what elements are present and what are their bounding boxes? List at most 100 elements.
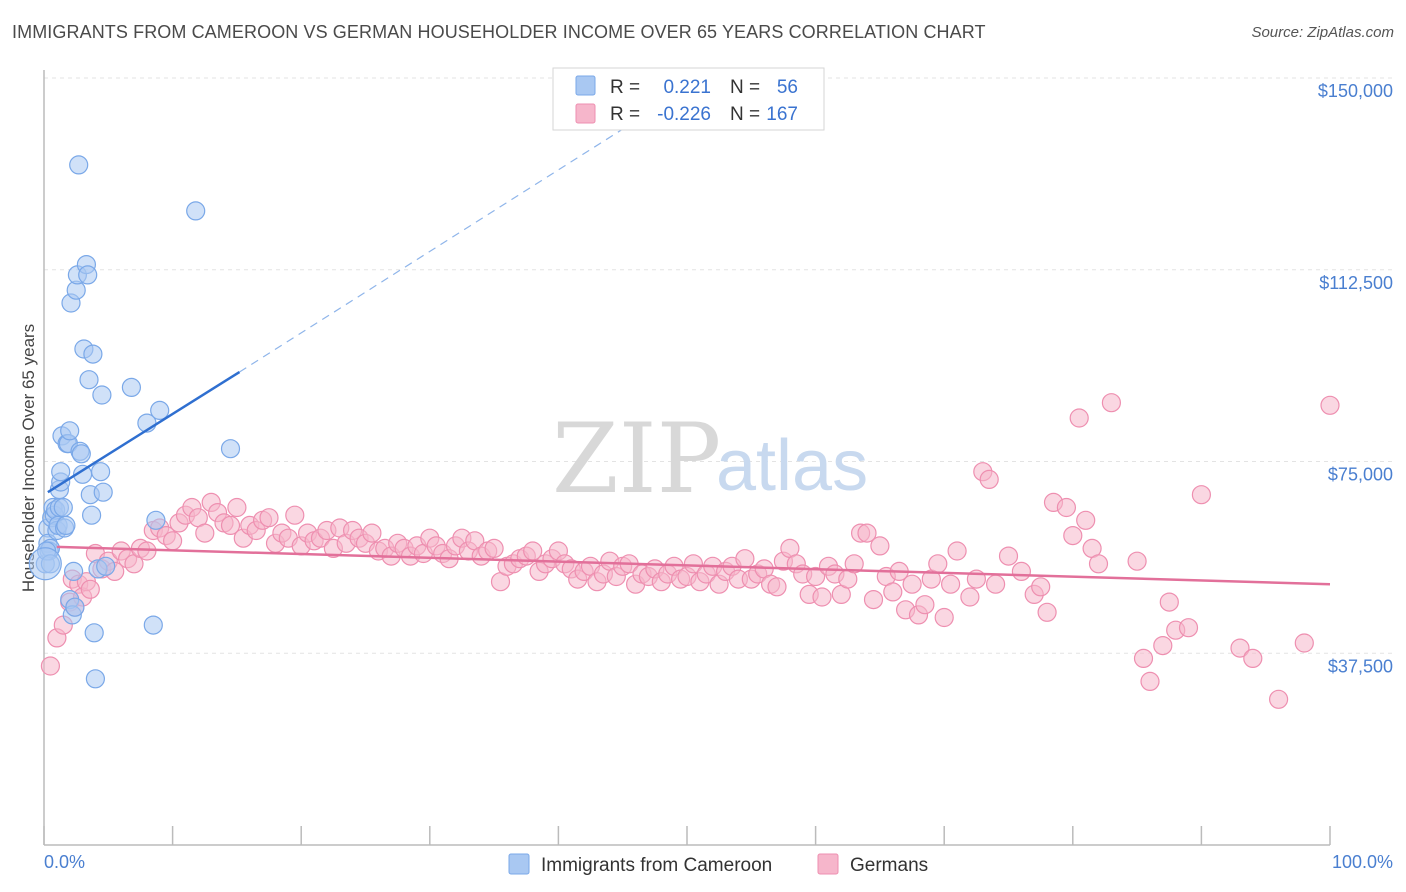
cameroon-point bbox=[69, 155, 89, 175]
germans-point bbox=[870, 536, 890, 556]
legend-swatch-germans bbox=[575, 103, 596, 124]
germans-point bbox=[137, 541, 157, 561]
legend-r-label-1: R = bbox=[610, 77, 640, 98]
watermark-zip: ZIP bbox=[552, 403, 721, 515]
cameroon-point bbox=[90, 462, 111, 482]
cameroon-point bbox=[28, 547, 62, 581]
cameroon-point bbox=[96, 556, 116, 576]
germans-point bbox=[362, 523, 382, 543]
germans-point bbox=[979, 469, 999, 489]
germans-point bbox=[947, 541, 967, 561]
y-tick-label: $112,500 bbox=[1319, 273, 1393, 293]
germans-point bbox=[1127, 551, 1147, 571]
germans-point bbox=[928, 554, 948, 574]
cameroon-point bbox=[79, 370, 99, 390]
legend-r-value-1: 0.221 bbox=[663, 77, 711, 98]
cameroon-trend-extension bbox=[239, 128, 624, 373]
germans-point bbox=[1268, 689, 1289, 709]
germans-point bbox=[1178, 618, 1199, 638]
trend-lines bbox=[47, 128, 1331, 586]
bottom-legend-label-cameroon: Immigrants from Cameroon bbox=[541, 855, 772, 876]
germans-point bbox=[857, 523, 877, 543]
germans-point bbox=[163, 531, 183, 551]
cameroon-point bbox=[150, 400, 170, 420]
cameroon-point bbox=[63, 561, 84, 582]
germans-point bbox=[960, 587, 980, 607]
germans-point bbox=[40, 656, 61, 676]
germans-point bbox=[220, 515, 241, 536]
germans-point bbox=[1101, 393, 1122, 413]
germans-point bbox=[1011, 561, 1032, 582]
germans-point bbox=[1088, 554, 1109, 574]
legend-n-value-2: 167 bbox=[766, 104, 798, 125]
cameroon-point bbox=[93, 482, 113, 502]
y-tick-label: $37,500 bbox=[1328, 656, 1393, 676]
bottom-legend-swatch-cameroon bbox=[508, 853, 530, 875]
cameroon-point bbox=[78, 265, 98, 285]
cameroon-trend-line bbox=[47, 370, 241, 494]
germans-trend-line bbox=[56, 545, 1331, 586]
x-tick-label-min: 0.0% bbox=[44, 852, 85, 872]
germans-point bbox=[1191, 485, 1212, 505]
germans-point bbox=[484, 538, 504, 559]
legend-n-label-2: N = bbox=[730, 104, 760, 125]
chart-source: Source: ZipAtlas.com bbox=[1251, 24, 1394, 41]
germans-point bbox=[812, 587, 832, 607]
germans-point bbox=[998, 546, 1019, 566]
cameroon-points bbox=[28, 155, 241, 689]
germans-point bbox=[1153, 635, 1173, 656]
legend-r-label-2: R = bbox=[610, 104, 640, 125]
germans-point bbox=[1320, 395, 1340, 415]
cameroon-point bbox=[84, 623, 104, 643]
bottom-legend-label-germans: Germans bbox=[850, 855, 928, 876]
bottom-legend-swatch-germans bbox=[817, 853, 839, 875]
germans-point bbox=[285, 505, 305, 525]
germans-point bbox=[1294, 633, 1314, 653]
germans-point bbox=[683, 554, 704, 574]
germans-point bbox=[1230, 638, 1250, 658]
germans-point bbox=[1031, 577, 1051, 597]
cameroon-point bbox=[60, 421, 80, 441]
cameroon-point bbox=[92, 385, 112, 405]
legend-swatch-cameroon bbox=[575, 75, 596, 96]
series-legend: Immigrants from Cameroon Germans bbox=[508, 853, 928, 876]
germans-point bbox=[844, 554, 864, 574]
germans-point bbox=[80, 579, 100, 599]
germans-point bbox=[1076, 510, 1096, 530]
germans-point bbox=[863, 589, 884, 610]
germans-point bbox=[195, 523, 215, 543]
cameroon-point bbox=[146, 510, 166, 530]
cameroon-point bbox=[143, 615, 163, 635]
germans-point bbox=[902, 574, 922, 594]
x-tick-label-max: 100.0% bbox=[1332, 852, 1393, 872]
germans-point bbox=[767, 577, 787, 597]
germans-point bbox=[915, 595, 935, 615]
cameroon-point bbox=[121, 377, 141, 397]
x-axis-ticks bbox=[43, 826, 1331, 845]
germans-point bbox=[805, 566, 826, 587]
germans-point bbox=[883, 582, 903, 602]
cameroon-point bbox=[186, 201, 206, 221]
cameroon-point bbox=[65, 597, 85, 617]
germans-point bbox=[985, 574, 1006, 594]
germans-point bbox=[735, 549, 755, 569]
legend-r-value-2: -0.226 bbox=[657, 104, 711, 125]
germans-point bbox=[1133, 648, 1154, 669]
germans-point bbox=[1140, 671, 1160, 692]
watermark-atlas: atlas bbox=[716, 426, 868, 506]
y-tick-label: $75,000 bbox=[1328, 465, 1393, 485]
y-tick-labels: $37,500 $75,000 $112,500 $150,000 bbox=[1318, 81, 1393, 676]
germans-point bbox=[1056, 497, 1077, 518]
cameroon-point bbox=[51, 462, 71, 482]
germans-point bbox=[227, 497, 247, 518]
germans-point bbox=[934, 607, 954, 628]
cameroon-point bbox=[56, 515, 76, 536]
chart-title: IMMIGRANTS FROM CAMEROON VS GERMAN HOUSE… bbox=[12, 22, 986, 42]
cameroon-point bbox=[71, 444, 91, 464]
germans-point bbox=[1159, 592, 1179, 612]
legend-n-label-1: N = bbox=[730, 77, 760, 98]
germans-point bbox=[940, 574, 961, 594]
germans-point bbox=[259, 508, 279, 528]
cameroon-point bbox=[81, 505, 102, 525]
